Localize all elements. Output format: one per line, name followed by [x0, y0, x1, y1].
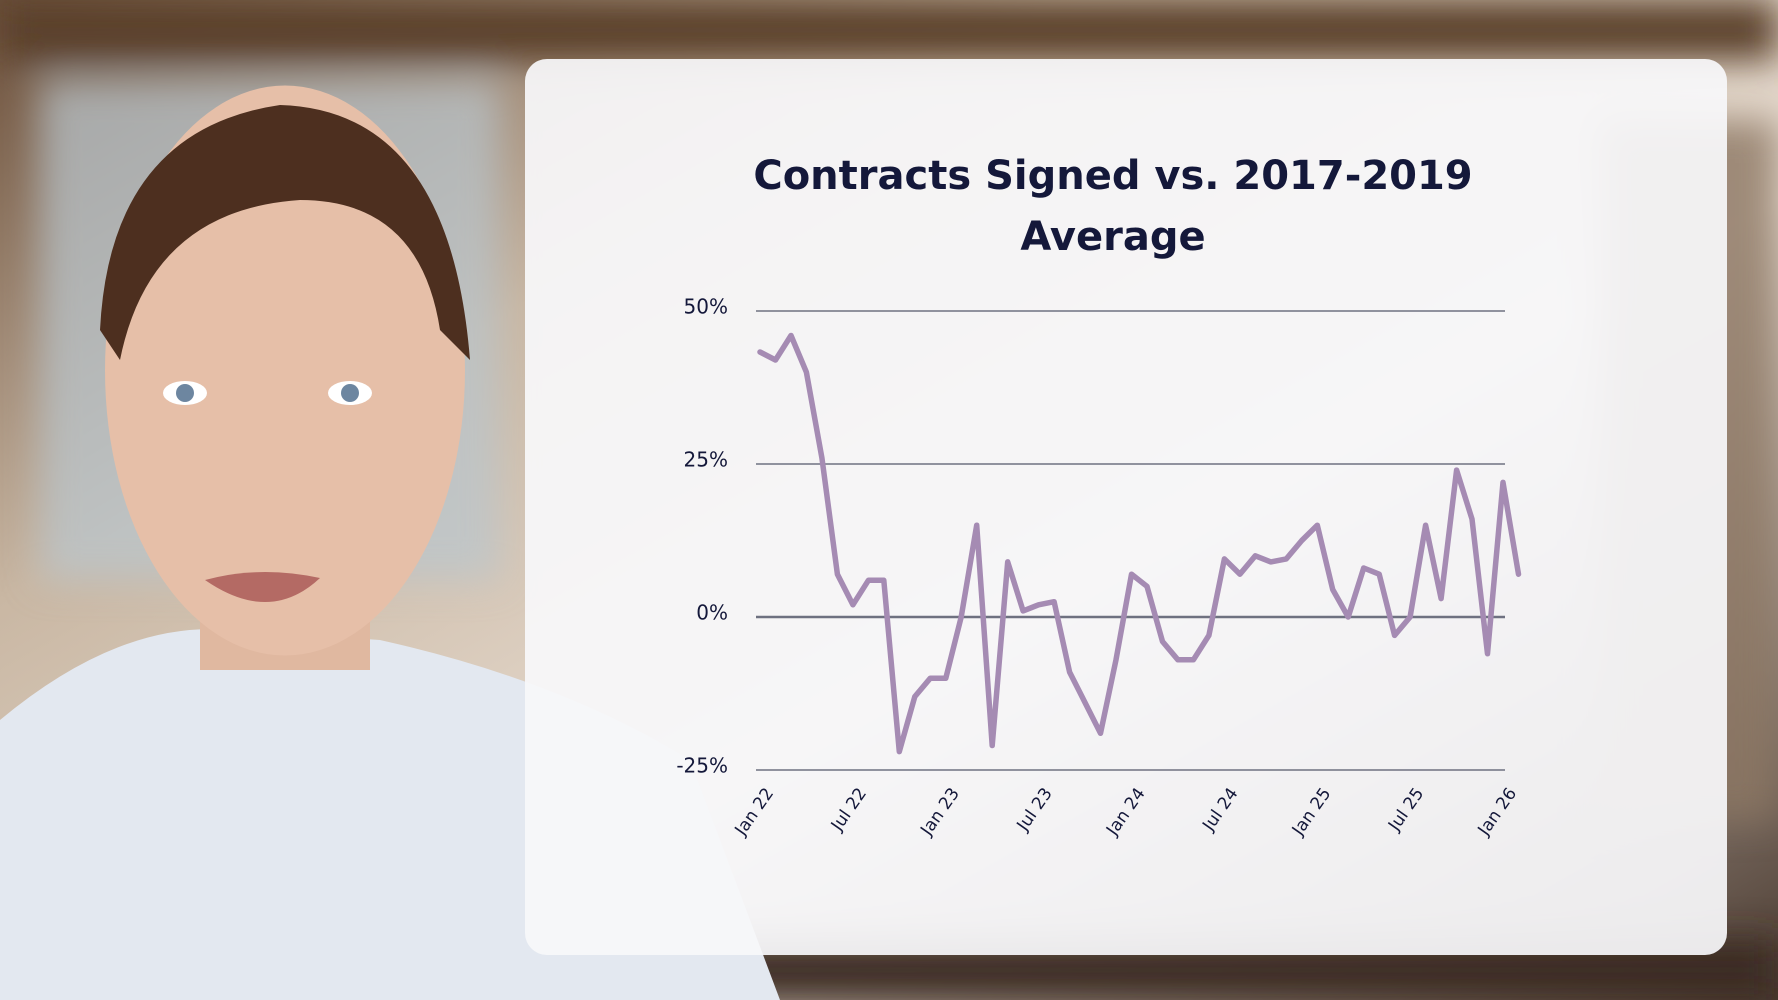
data-line [757, 332, 1522, 755]
y-tick-label: 50% [684, 295, 728, 319]
chart-card [525, 59, 1727, 955]
y-tick-label: -25% [676, 754, 728, 778]
y-tick-label: 25% [684, 448, 728, 472]
y-tick-label: 0% [696, 601, 728, 625]
chart-title: Contracts Signed vs. 2017-2019 Average [753, 153, 1472, 260]
